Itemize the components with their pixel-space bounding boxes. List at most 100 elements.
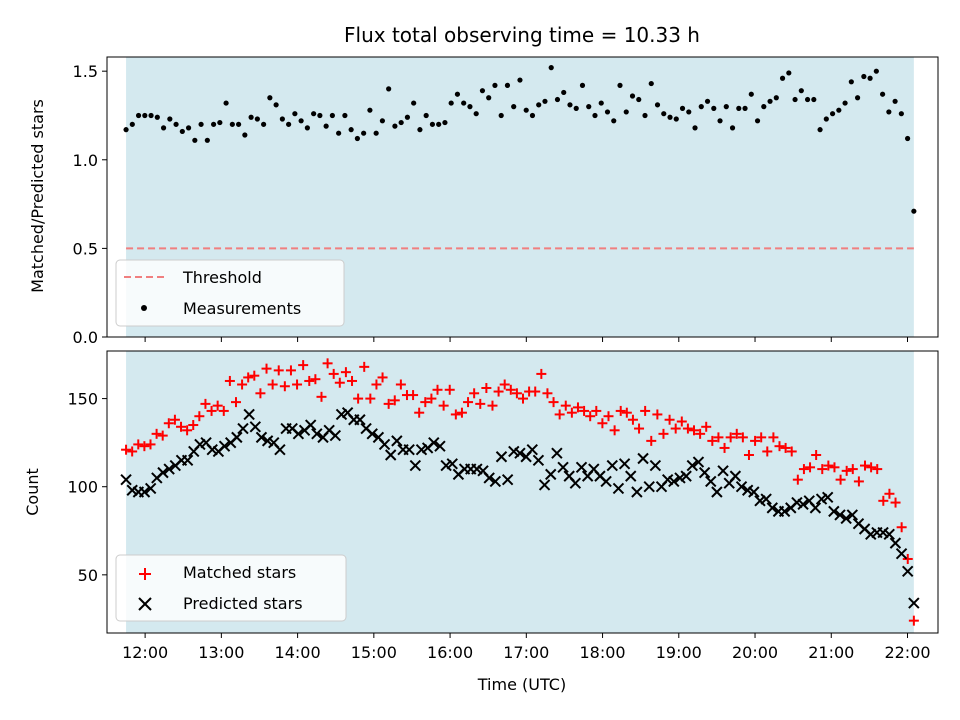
measurement-point	[479, 88, 486, 94]
matched-star-point	[206, 405, 217, 416]
measurement-point	[823, 116, 829, 122]
count-axis-ticks: 50 100 150 12:00 13:00 14:00 15:00 16:00 17:00 18…	[67, 390, 930, 662]
ratio-panel-frame	[106, 56, 939, 338]
matched-star-point	[127, 446, 138, 457]
predicted-star-point	[668, 475, 680, 488]
measurement-point	[123, 127, 129, 133]
measurement-point	[392, 123, 398, 129]
predicted-star-point	[889, 537, 902, 549]
matched-star-point	[890, 497, 901, 508]
measurement-point	[423, 112, 429, 119]
matched-star-point	[347, 375, 358, 386]
predicted-star-point	[692, 456, 705, 468]
matched-star-point	[426, 393, 437, 404]
x-tick-label: 17:00	[503, 643, 549, 662]
measurement-point	[542, 98, 548, 104]
measurement-point	[217, 119, 223, 126]
predicted-star-point	[243, 408, 255, 421]
matched-star-point	[359, 361, 370, 372]
matched-star-point	[469, 388, 480, 399]
predicted-star-point	[908, 597, 920, 609]
predicted-star-point	[828, 505, 840, 518]
matched-star-point	[334, 377, 345, 388]
predicted-star-point	[255, 431, 268, 444]
measurement-point	[648, 80, 654, 87]
matched-star-point	[908, 615, 919, 626]
measurement-point	[261, 121, 267, 127]
predicted-star-point	[157, 466, 169, 479]
matched-star-point	[634, 423, 645, 434]
measurement-point	[604, 109, 611, 115]
measurement-point	[192, 137, 198, 143]
measurement-point	[729, 125, 736, 131]
matched-star-point	[518, 393, 529, 404]
matched-star-point	[585, 411, 596, 422]
measurement-point	[905, 135, 911, 142]
predicted-star-point	[834, 509, 846, 521]
matched-star-point	[548, 397, 559, 408]
measurement-point	[323, 123, 329, 129]
measurement-point	[717, 118, 723, 124]
x-tick-label: 13:00	[198, 643, 244, 662]
predicted-star-point	[545, 468, 557, 481]
measurement-point	[636, 96, 642, 103]
predicted-star-point	[304, 419, 317, 431]
matched-star-point	[670, 423, 681, 434]
measurement-point	[304, 125, 310, 131]
matched-star-point	[609, 425, 620, 436]
matched-star-point	[658, 428, 669, 439]
predicted-star-point	[378, 438, 391, 451]
matched-star-point	[695, 428, 706, 439]
measurement-point	[379, 118, 386, 124]
measurement-point	[286, 121, 292, 127]
measurement-point	[867, 75, 873, 81]
measurement-point	[548, 65, 554, 71]
matched-star-point	[310, 374, 321, 385]
matched-star-point	[725, 432, 736, 443]
matched-star-point	[811, 449, 822, 460]
matched-star-point	[652, 409, 663, 420]
matched-star-point	[139, 441, 150, 452]
measurement-point	[198, 121, 204, 127]
matched-star-point	[212, 400, 223, 411]
measurement-point	[848, 79, 854, 85]
legend-measurements-label: Measurements	[183, 299, 301, 318]
predicted-star-point	[649, 459, 662, 472]
measurement-point	[829, 111, 836, 117]
matched-star-point	[579, 405, 590, 416]
matched-star-point	[243, 372, 254, 383]
measurement-point	[473, 111, 479, 117]
matched-star-point	[432, 384, 443, 395]
measurement-point	[886, 109, 892, 115]
matched-star-point	[169, 414, 180, 425]
measurement-point	[561, 89, 567, 96]
x-tick-label: 15:00	[351, 643, 397, 662]
matched-star-point	[737, 432, 748, 443]
predicted-star-point	[120, 473, 132, 486]
measurement-point	[654, 102, 661, 108]
predicted-star-point	[391, 435, 403, 447]
measurement-point	[204, 137, 210, 143]
y-tick-label: 0.0	[73, 328, 98, 347]
matched-star-point	[878, 495, 889, 506]
predicted-star-point	[840, 512, 852, 525]
predicted-star-point	[446, 458, 458, 470]
measurement-point	[767, 98, 773, 104]
measurement-point	[223, 100, 229, 106]
predicted-star-point	[901, 565, 914, 578]
y-tick-label: 100	[67, 478, 98, 497]
matched-star-point	[188, 420, 199, 431]
measurement-point	[836, 107, 842, 113]
measurement-point	[692, 125, 698, 131]
matched-star-point	[218, 405, 229, 416]
matched-star-point	[841, 465, 852, 476]
predicted-star-point	[698, 466, 711, 479]
measurement-point	[554, 96, 561, 103]
predicted-star-point	[729, 470, 742, 482]
matched-star-point	[597, 418, 608, 429]
measurement-point	[167, 116, 173, 122]
matched-star-point	[145, 439, 156, 450]
matched-star-point	[731, 428, 742, 439]
predicted-star-point	[748, 486, 760, 498]
measurement-point	[592, 112, 598, 119]
